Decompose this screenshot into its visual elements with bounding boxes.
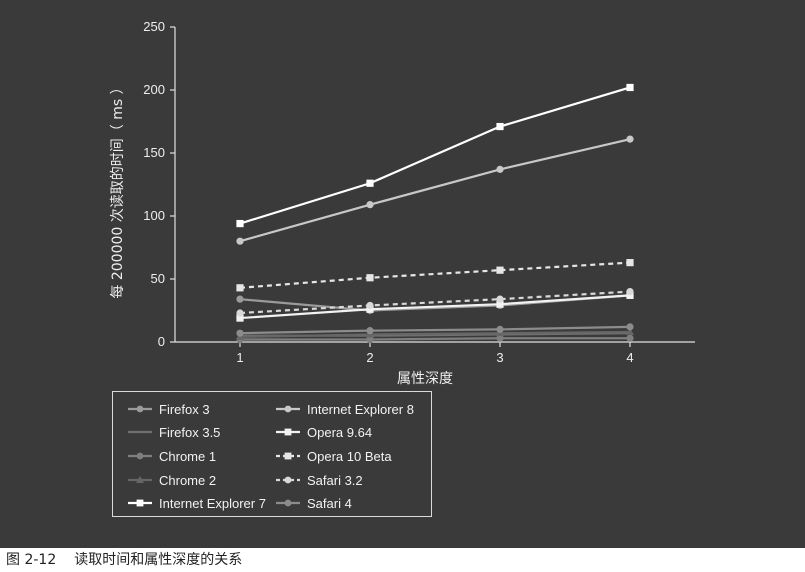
- legend-swatch: [128, 405, 152, 413]
- series-line: [239, 330, 631, 339]
- series-line: [239, 294, 631, 312]
- series-opera-9-64: [236, 291, 634, 322]
- series-line: [239, 290, 631, 315]
- data-point: [496, 165, 504, 173]
- chart-figure: 0 50 100 150 200 250 1 2 3 4 属性深度 每 200000 次读取的时间（ …: [0, 0, 805, 548]
- legend-item: Firefox 3.5: [127, 423, 220, 441]
- data-point: [236, 295, 244, 303]
- legend-item: Opera 9.64: [275, 423, 372, 441]
- data-point: [626, 323, 634, 331]
- data-point: [366, 274, 374, 282]
- line-chart: 0 50 100 150 200 250 1 2 3 4 属性深度 每 200000 次读取的时间（ …: [109, 19, 695, 387]
- legend-label: Safari 4: [307, 495, 352, 511]
- y-tick-label: 200: [143, 82, 165, 97]
- x-tick-label: 4: [626, 350, 633, 365]
- data-point: [236, 314, 244, 322]
- y-axis-label: 每 200000 次读取的时间（ ms ）: [109, 80, 126, 298]
- series-line: [239, 325, 631, 335]
- data-point: [366, 305, 374, 313]
- data-point: [626, 83, 634, 92]
- legend-swatch: [276, 499, 300, 507]
- legend-item: Firefox 3: [127, 400, 210, 418]
- data-point: [236, 284, 244, 292]
- data-point: [236, 309, 244, 317]
- data-point: [366, 201, 374, 209]
- series-internet-explorer-8: [236, 135, 634, 245]
- series-line: [239, 86, 631, 225]
- data-point: [496, 300, 504, 308]
- legend-swatch: [128, 430, 152, 434]
- series-safari-4: [236, 323, 634, 337]
- legend-swatch: [128, 452, 152, 460]
- series-internet-explorer-7: [236, 83, 634, 228]
- legend-label: Firefox 3.5: [159, 424, 221, 440]
- legend-label: Internet Explorer 8: [307, 401, 414, 417]
- legend-label: Safari 3.2: [307, 472, 363, 488]
- data-point: [366, 335, 374, 344]
- legend-swatch: [128, 499, 152, 507]
- x-tick-label: 2: [366, 350, 373, 365]
- data-point: [626, 135, 634, 143]
- figure-caption: 图 2-12 读取时间和属性深度的关系: [6, 548, 242, 572]
- data-point: [236, 329, 244, 337]
- series-line: [239, 138, 631, 243]
- legend-item: Opera 10 Beta: [275, 447, 392, 465]
- legend-item: Chrome 2: [127, 471, 216, 489]
- y-tick-label: 250: [143, 19, 165, 34]
- y-tick-label: 100: [143, 208, 165, 223]
- legend-item: Safari 4: [275, 494, 352, 512]
- data-point: [626, 288, 634, 296]
- legend-item: Safari 3.2: [275, 471, 363, 489]
- data-point: [366, 301, 374, 310]
- chart-legend: Firefox 3 Firefox 3.5 Chrome 1 Chrome 2 Inte…: [112, 391, 432, 517]
- data-point: [496, 325, 504, 333]
- legend-label: Opera 10 Beta: [307, 448, 392, 464]
- data-point: [236, 237, 244, 245]
- data-point: [366, 179, 374, 187]
- data-point: [626, 334, 634, 342]
- legend-label: Opera 9.64: [307, 424, 373, 440]
- data-point: [496, 334, 504, 342]
- y-tick-label: 0: [158, 334, 165, 349]
- x-axis-label: 属性深度: [397, 371, 453, 387]
- series-safari-3-2: [236, 288, 634, 317]
- data-point: [496, 295, 504, 303]
- data-point: [366, 327, 374, 335]
- legend-item: Internet Explorer 8: [275, 400, 414, 418]
- x-tick-label: 1: [236, 350, 243, 365]
- legend-swatch: [128, 476, 152, 483]
- legend-swatch: [276, 428, 300, 436]
- legend-label: Chrome 1: [159, 448, 217, 464]
- series-line: [239, 294, 631, 320]
- legend-swatch: [276, 476, 300, 484]
- data-point: [496, 266, 504, 274]
- series-opera-10-beta: [236, 259, 634, 292]
- data-point: [626, 259, 634, 267]
- y-tick-label: 50: [151, 271, 165, 286]
- legend-swatch: [276, 452, 300, 460]
- x-tick-label: 3: [496, 350, 503, 365]
- series-line: [240, 337, 630, 341]
- legend-label: Firefox 3: [159, 401, 210, 417]
- caption-number: 图 2-12: [6, 552, 57, 568]
- legend-item: Chrome 1: [127, 447, 216, 465]
- series-line: [239, 261, 631, 289]
- legend-label: Chrome 2: [159, 472, 217, 488]
- caption-text: 读取时间和属性深度的关系: [74, 552, 243, 568]
- data-point: [496, 122, 504, 131]
- y-tick-label: 150: [143, 145, 165, 160]
- data-point: [626, 291, 634, 299]
- legend-item: Internet Explorer 7: [127, 494, 266, 512]
- data-point: [236, 219, 244, 228]
- legend-label: Internet Explorer 7: [159, 495, 266, 511]
- data-point: [626, 327, 634, 335]
- legend-swatch: [276, 405, 300, 413]
